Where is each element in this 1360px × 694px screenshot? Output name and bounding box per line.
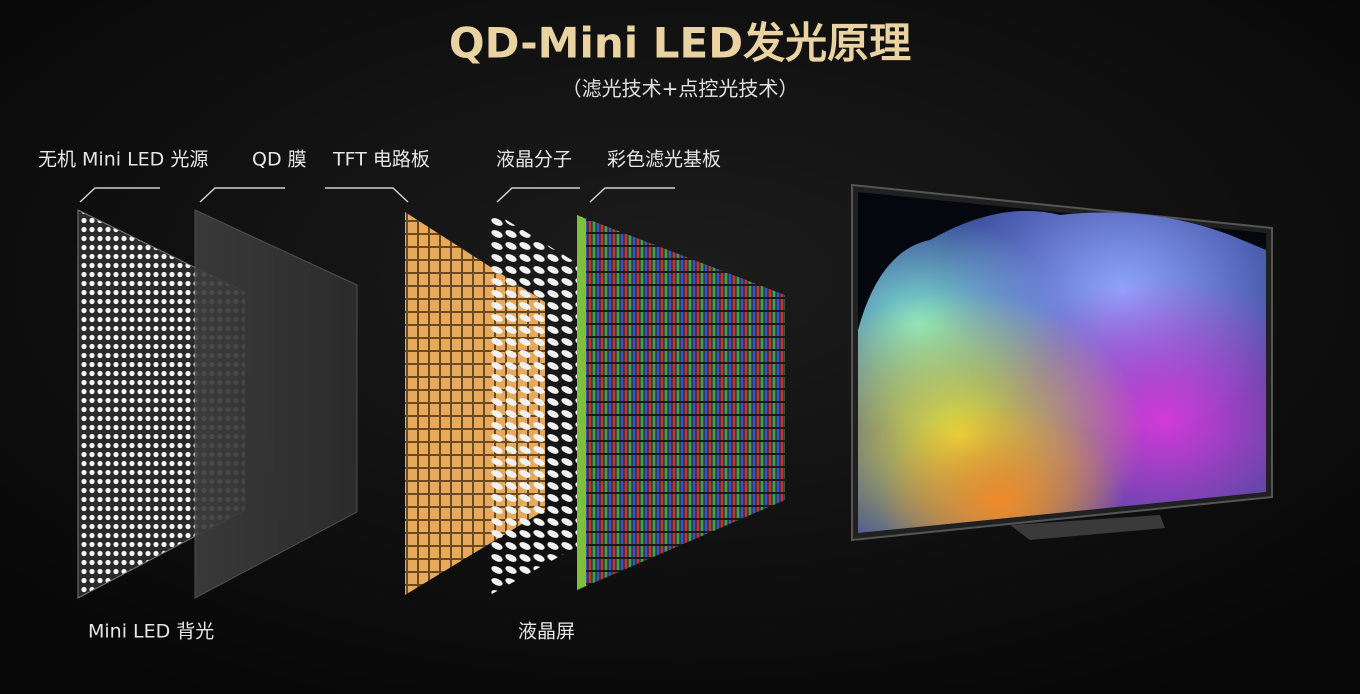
qd-film: [194, 209, 358, 599]
lc-layer: [490, 210, 580, 595]
layer-label: 液晶分子: [496, 149, 572, 171]
filter-edge: [577, 215, 586, 590]
leader-lines: [79, 187, 675, 203]
color-filter: [577, 215, 785, 590]
tv-stand: [1010, 515, 1165, 540]
layer-label: QD 膜: [252, 149, 307, 171]
group-label: Mini LED 背光: [88, 621, 214, 643]
title: QD-Mini LED发光原理: [449, 19, 911, 68]
group-label: 液晶屏: [518, 621, 575, 643]
layer-label: 无机 Mini LED 光源: [38, 149, 208, 171]
subtitle: （滤光技术+点控光技术）: [562, 77, 799, 101]
layer-label: 彩色滤光基板: [607, 149, 721, 171]
tv: [851, 183, 1273, 542]
layer-label: TFT 电路板: [332, 149, 430, 171]
tv-image: [858, 210, 1266, 533]
layers: [77, 209, 785, 599]
